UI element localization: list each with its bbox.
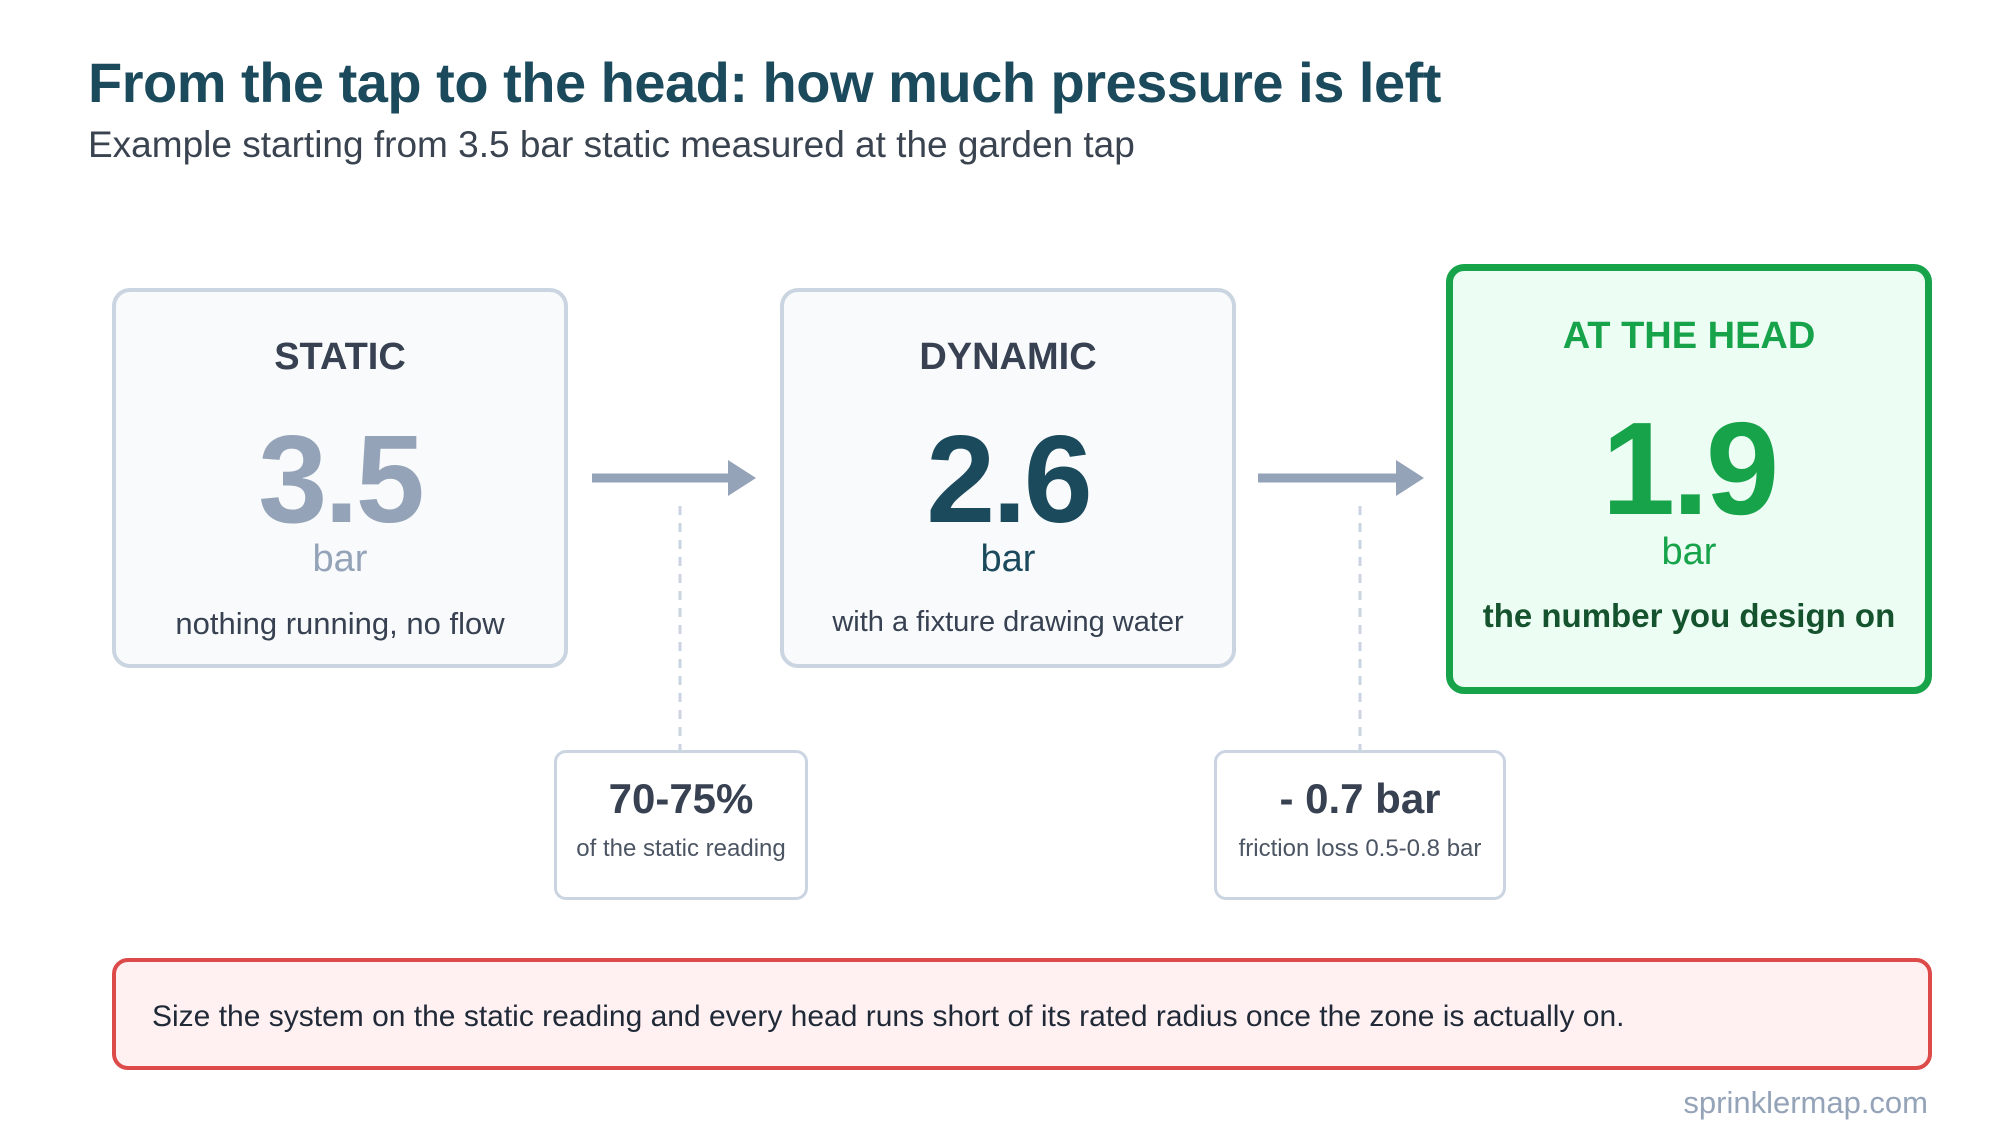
stage-label: STATIC bbox=[274, 336, 406, 378]
stage-card-dynamic: DYNAMIC 2.6 bar with a fixture drawing w… bbox=[780, 288, 1236, 668]
stage-description: nothing running, no flow bbox=[175, 606, 505, 641]
arrow-static-to-dynamic bbox=[592, 460, 756, 496]
warning-text: Size the system on the static reading an… bbox=[152, 1000, 1625, 1033]
stage-card-at-the-head: AT THE HEAD 1.9 bar the number you desig… bbox=[1446, 264, 1932, 694]
stage-description: with a fixture drawing water bbox=[832, 606, 1184, 638]
note-value: - 0.7 bar bbox=[1279, 775, 1441, 822]
note-description: of the static reading bbox=[576, 835, 786, 862]
note-card-dynamic-ratio: 70-75% of the static reading bbox=[554, 750, 808, 900]
stage-unit: bar bbox=[312, 538, 368, 580]
arrow-dynamic-to-head bbox=[1258, 460, 1424, 496]
stage-value: 3.5 bbox=[258, 411, 424, 549]
stage-unit: bar bbox=[980, 538, 1036, 580]
page-title: From the tap to the head: how much press… bbox=[88, 51, 1441, 114]
stage-description: the number you design on bbox=[1482, 597, 1896, 634]
stage-label: DYNAMIC bbox=[919, 336, 1097, 378]
footer-brand: sprinklermap.com bbox=[1683, 1085, 1928, 1120]
warning-banner: Size the system on the static reading an… bbox=[112, 958, 1932, 1070]
note-value: 70-75% bbox=[608, 775, 754, 822]
note-card-friction-loss: - 0.7 bar friction loss 0.5-0.8 bar bbox=[1214, 750, 1506, 900]
stage-label: AT THE HEAD bbox=[1562, 315, 1816, 357]
note-description: friction loss 0.5-0.8 bar bbox=[1238, 835, 1482, 862]
page-subtitle: Example starting from 3.5 bar static mea… bbox=[88, 124, 1135, 165]
stage-unit: bar bbox=[1661, 531, 1717, 573]
stage-value: 1.9 bbox=[1601, 395, 1780, 542]
stage-card-static: STATIC 3.5 bar nothing running, no flow bbox=[112, 288, 568, 668]
stage-value: 2.6 bbox=[926, 411, 1092, 549]
